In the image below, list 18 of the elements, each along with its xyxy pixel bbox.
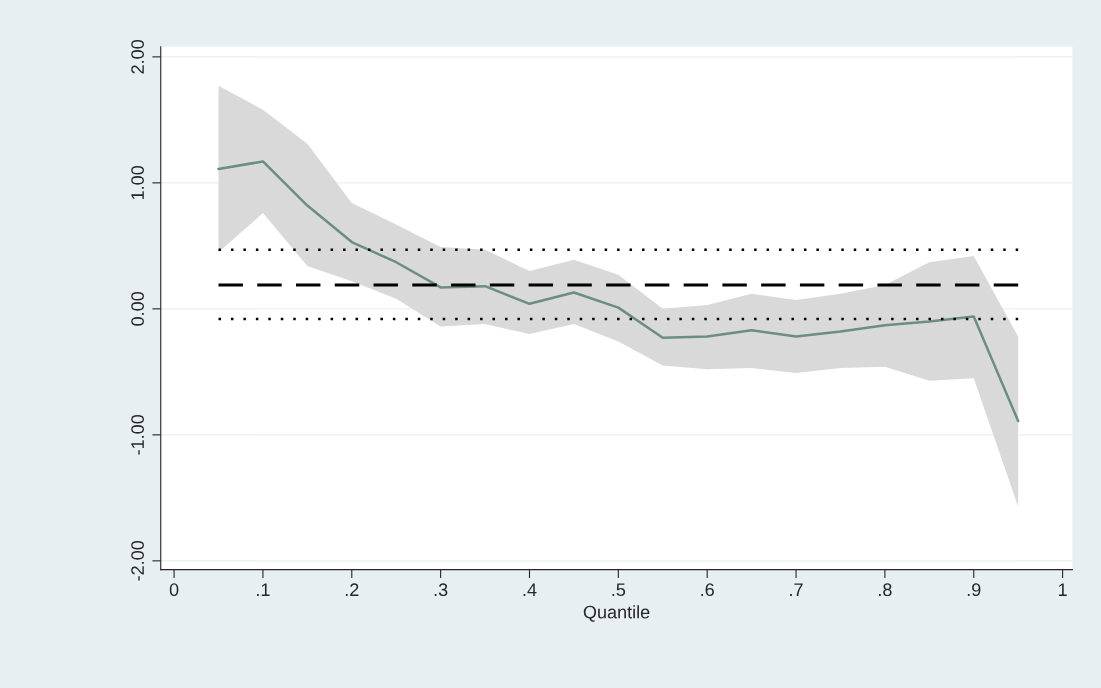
line-series xyxy=(217,160,1020,423)
y-tick-label: 0.00 xyxy=(131,291,144,326)
x-tick-label: .8 xyxy=(879,583,892,597)
x-tick-label: .6 xyxy=(701,583,714,597)
y-tick-label: 2.00 xyxy=(131,40,144,74)
x-tick-label: .4 xyxy=(523,583,537,596)
x-tick-label: .1 xyxy=(257,583,270,596)
y-tick-label: -2.00 xyxy=(131,540,144,581)
x-tick-label: .2 xyxy=(345,583,359,596)
x-tick-label: .7 xyxy=(790,583,803,596)
x-tick-label: .3 xyxy=(434,583,448,597)
x-tick-label: .9 xyxy=(967,583,981,597)
x-tick-label: .5 xyxy=(612,583,626,597)
x-tick-label: 0 xyxy=(169,583,179,597)
y-tick-label: -1.00 xyxy=(131,414,144,455)
x-tick-label: 1 xyxy=(1058,583,1067,596)
y-tick-label: 1.00 xyxy=(131,165,144,200)
x-axis-title: Quantile xyxy=(583,605,650,622)
